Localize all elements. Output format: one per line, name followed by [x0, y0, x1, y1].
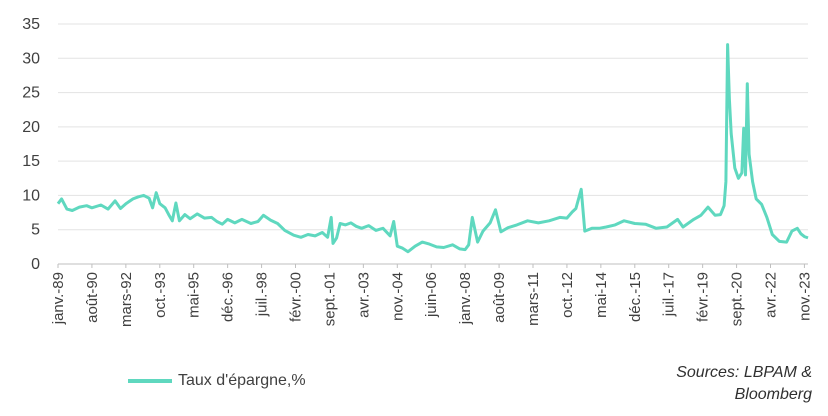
y-tick-label: 30 [22, 50, 40, 67]
gridlines [58, 23, 808, 265]
savings-rate-chart: 0 5 10 15 20 25 30 35 janv.-89 août-90 mars-92 oct… [22, 16, 813, 327]
x-tick-label: juil.-17 [661, 272, 678, 317]
x-tick-label: nov.-23 [796, 272, 813, 321]
legend: Taux d'épargne,% [128, 372, 306, 390]
y-tick-label: 35 [22, 16, 40, 33]
x-tick-label: oct.-12 [559, 272, 576, 318]
x-tick-label: févr.-19 [695, 272, 712, 322]
legend-label: Taux d'épargne,% [178, 372, 306, 389]
x-tick-label: avr.-22 [763, 272, 780, 318]
y-tick-label: 25 [22, 85, 40, 102]
x-tick-label: févr.-00 [288, 272, 305, 322]
x-tick-label: oct.-93 [152, 272, 169, 318]
legend-swatch [128, 379, 172, 383]
x-tick-label: mai-14 [593, 272, 610, 318]
y-tick-label: 5 [31, 222, 40, 239]
series-layer [56, 43, 809, 254]
x-tick-label: déc.-96 [220, 272, 237, 322]
source-line-2: Bloomberg [734, 386, 812, 403]
x-axis-tick-labels: janv.-89 août-90 mars-92 oct.-93 mai-95 déc.-… [50, 264, 813, 327]
y-tick-label: 15 [22, 153, 40, 170]
y-tick-label: 0 [31, 256, 40, 273]
x-tick-label: janv.-08 [457, 272, 474, 325]
x-tick-label: août-09 [491, 272, 508, 323]
x-tick-label: sept.-01 [321, 272, 338, 326]
source-note: Sources: LBPAM & Bloomberg [676, 362, 812, 406]
x-tick-label: mars-92 [118, 272, 135, 327]
x-tick-label: juil.-98 [254, 272, 271, 317]
series-line-savings-rate [56, 43, 809, 254]
x-tick-label: août-90 [84, 272, 101, 323]
x-tick-label: nov.-04 [389, 272, 406, 321]
y-tick-label: 10 [22, 187, 40, 204]
y-tick-label: 20 [22, 119, 40, 136]
x-tick-label: mars-11 [525, 272, 542, 326]
x-tick-label: déc.-15 [627, 272, 644, 322]
x-tick-label: avr.-03 [355, 272, 372, 318]
y-axis-tick-labels: 0 5 10 15 20 25 30 35 [22, 16, 40, 273]
x-tick-label: janv.-89 [50, 272, 67, 325]
x-tick-label: juin-06 [423, 272, 440, 318]
x-tick-label: sept.-20 [729, 272, 746, 326]
x-tick-label: mai-95 [186, 272, 203, 318]
source-line-1: Sources: LBPAM & [676, 364, 812, 381]
